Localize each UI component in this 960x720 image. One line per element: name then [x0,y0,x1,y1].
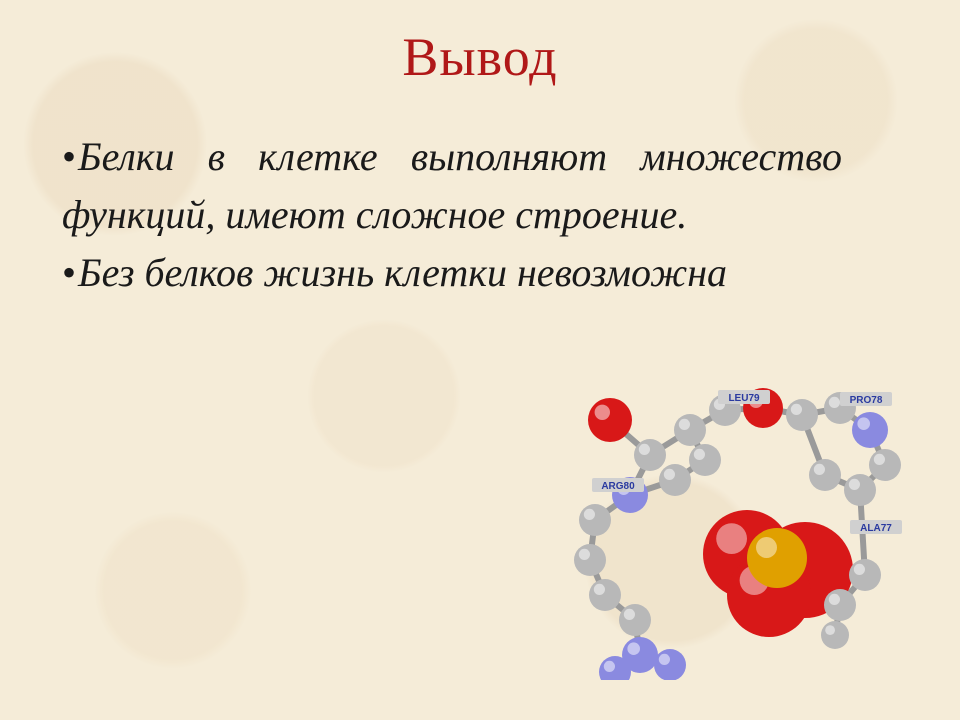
bullet-item: Белки в клетке выполняют множество функц… [62,128,842,244]
svg-text:ALA77: ALA77 [860,523,892,534]
svg-text:ARG80: ARG80 [601,481,635,492]
svg-text:LEU79: LEU79 [728,393,760,404]
svg-text:PRO78: PRO78 [850,395,883,406]
bullet-item: Без белков жизнь клетки невозможна [62,244,842,302]
slide-title: Вывод [0,0,960,88]
molecule-graphic: LEU79 PRO78 ARG80 ALA77 [540,360,920,680]
bullet-list: Белки в клетке выполняют множество функц… [62,128,842,302]
